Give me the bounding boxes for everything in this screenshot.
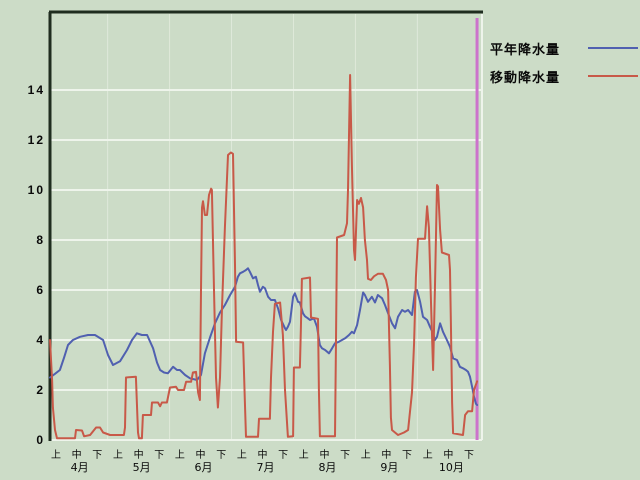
month-label: 5月 (133, 461, 151, 474)
y-gridlines (50, 89, 482, 441)
legend-line-blue-icon (588, 47, 638, 49)
x-period-label: 上 (51, 449, 61, 461)
x-axis-month-labels: 4月 5月 6月 7月 8月 9月 10月 (71, 461, 464, 474)
x-period-label: 中 (134, 448, 144, 461)
legend-line-red-icon (588, 75, 638, 77)
month-label: 6月 (195, 461, 213, 474)
month-label: 8月 (318, 461, 336, 474)
y-tick-label: 0 (36, 433, 45, 447)
x-period-label: 下 (154, 450, 164, 461)
x-axis-period-labels: 上中下上中下上中下上中下上中下上中下上中下 (51, 448, 474, 461)
y-tick-label: 4 (36, 333, 45, 347)
y-tick-label: 10 (28, 183, 45, 197)
x-period-label: 下 (278, 450, 288, 461)
x-period-label: 上 (113, 449, 123, 461)
x-period-label: 下 (216, 450, 226, 461)
month-label: 10月 (439, 461, 464, 474)
month-label: 9月 (380, 461, 398, 474)
x-period-label: 上 (299, 449, 309, 461)
legend-label-idou: 移動降水量 (490, 69, 561, 85)
x-period-label: 中 (443, 448, 453, 461)
x-period-label: 中 (196, 448, 206, 461)
month-label: 7月 (257, 461, 275, 474)
y-tick-label: 14 (28, 83, 45, 97)
month-label: 4月 (71, 461, 89, 474)
x-period-label: 中 (319, 448, 329, 461)
y-tick-label: 12 (28, 133, 45, 147)
plot-box (48, 10, 483, 441)
x-period-label: 下 (92, 450, 102, 461)
y-tick-label: 2 (36, 383, 45, 397)
x-period-label: 上 (237, 449, 247, 461)
legend-entry-idou: 移動降水量 (490, 66, 638, 86)
x-period-label: 中 (381, 448, 391, 461)
x-period-label: 下 (402, 450, 412, 461)
y-tick-label: 6 (36, 283, 45, 297)
x-period-label: 中 (72, 448, 82, 461)
y-tick-label: 8 (36, 233, 45, 247)
series-line-0 (49, 267, 479, 406)
series-line-1 (49, 74, 479, 440)
legend-label-heinen: 平年降水量 (490, 41, 561, 57)
x-period-label: 上 (361, 449, 371, 461)
month-divider-lines (107, 14, 418, 440)
legend-entry-heinen: 平年降水量 (490, 38, 638, 58)
x-period-label: 上 (423, 449, 433, 461)
x-period-label: 下 (464, 450, 474, 461)
y-axis-labels: 0 2 4 6 8 10 12 14 (28, 83, 45, 447)
x-period-label: 中 (258, 448, 268, 461)
chart-legend: 平年降水量 移動降水量 (490, 38, 638, 86)
x-period-label: 下 (340, 450, 350, 461)
x-period-label: 上 (175, 449, 185, 461)
